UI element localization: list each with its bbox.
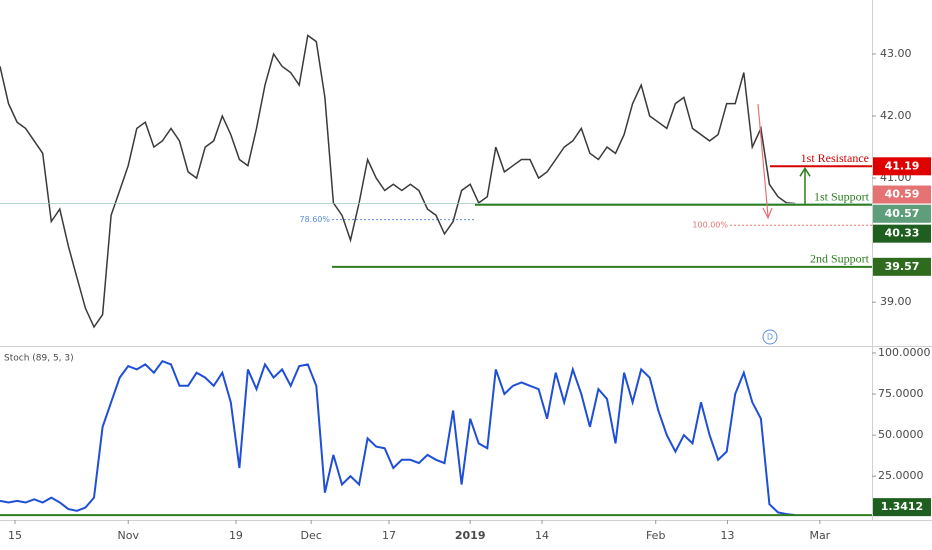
stoch-tag: 1.3412	[881, 500, 923, 513]
last-price-tag: 40.59	[885, 188, 920, 201]
resistance-tag-bg	[873, 157, 931, 176]
level-label: 2nd Support	[810, 252, 870, 266]
support1-tag-bg	[873, 204, 931, 223]
stoch-tag-bg	[873, 498, 931, 517]
y2-tick-label: 25.0000	[878, 469, 924, 482]
dividend-icon-letter: D	[767, 333, 773, 342]
stoch-line	[0, 360, 796, 517]
x-tick-label: 19	[229, 529, 243, 542]
last-price-tag-bg	[873, 185, 931, 204]
y2-tick-label: 75.0000	[878, 387, 924, 400]
y-tick-label: 42.00	[880, 109, 912, 122]
level-label: 1st Resistance	[801, 151, 869, 165]
x-tick-label: 15	[8, 529, 22, 542]
x-tick-label: Mar	[809, 529, 830, 542]
support2-tag: 39.57	[885, 260, 920, 273]
support1-tag: 40.57	[885, 207, 920, 220]
x-tick-label: Dec	[301, 529, 322, 542]
resistance-tag: 41.19	[885, 159, 920, 172]
y2-tick-label: 50.0000	[878, 428, 924, 441]
fib-label: 78.60%	[299, 215, 330, 224]
x-tick-label: 13	[721, 529, 735, 542]
y-tick-label: 43.00	[880, 47, 912, 60]
level-label: 1st Support	[814, 190, 870, 204]
x-tick-label: 2019	[455, 529, 486, 542]
x-tick-label: 17	[382, 529, 396, 542]
fib-tag-bg	[873, 224, 931, 243]
price-line	[0, 34, 796, 329]
dividend-icon	[762, 329, 778, 345]
fib-label: 100.00%	[692, 221, 728, 230]
x-tick-label: Feb	[646, 529, 665, 542]
x-tick-label: Nov	[118, 529, 140, 542]
fib-tag: 40.33	[885, 227, 920, 240]
support2-tag-bg	[873, 257, 931, 276]
y-tick-label: 39.00	[880, 295, 912, 308]
stoch-label: Stoch (89, 5, 3)	[4, 354, 74, 364]
x-tick-label: 14	[535, 529, 549, 542]
drop-arrow	[757, 103, 773, 220]
y2-tick-label: 100.0000	[878, 346, 931, 359]
support-arrow	[799, 166, 811, 205]
